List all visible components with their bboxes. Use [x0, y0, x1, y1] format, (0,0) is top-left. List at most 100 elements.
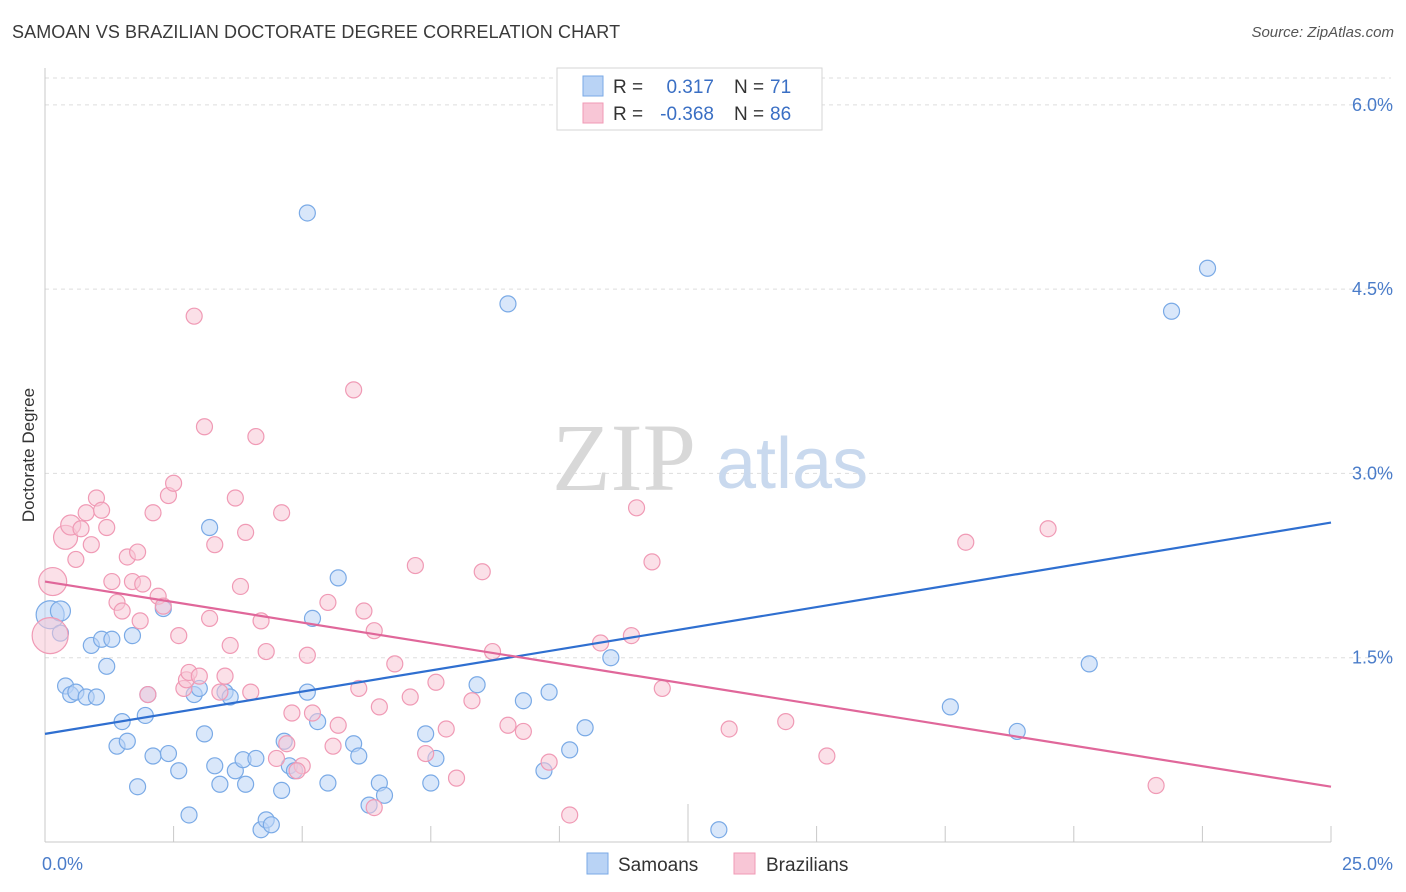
legend-n-label-2: N =: [734, 104, 764, 125]
samoans-point-60: [540, 683, 558, 701]
brazilians-point-25: [170, 626, 188, 645]
samoans-point-58: [514, 692, 532, 710]
y-tick-label-2: 4.5%: [1352, 279, 1393, 299]
brazilians-point-50: [303, 704, 322, 722]
bottom-legend-swatch-brazilians: [733, 852, 756, 875]
samoans-point-65: [941, 698, 959, 716]
brazilians-point-70: [514, 722, 532, 741]
brazilians-point-45: [273, 504, 291, 522]
brazilians-point-63: [427, 673, 445, 691]
samoans-point-39: [273, 781, 291, 800]
brazilians-point-66: [463, 692, 481, 710]
samoans-point-11: [103, 630, 121, 648]
brazilians-point-46: [278, 735, 296, 753]
samoans-point-22: [170, 762, 188, 780]
brazilians-point-11: [103, 572, 121, 591]
y-tick-label-0: 1.5%: [1352, 648, 1393, 668]
samoans-point-67: [1080, 655, 1098, 673]
legend-swatch-brazilians: [582, 102, 604, 124]
brazilians-point-56: [355, 602, 373, 620]
samoans-point-56: [468, 676, 486, 694]
samoans-point-15: [123, 626, 142, 645]
brazilians-point-65: [447, 769, 466, 787]
brazilians-point-16: [128, 543, 147, 561]
watermark-atlas-text: atlas: [716, 424, 868, 504]
brazilians-point-4: [67, 550, 85, 569]
brazilians-point-49: [298, 646, 316, 664]
samoans-point-14: [118, 732, 136, 750]
brazilians-point-60: [401, 688, 419, 706]
brazilians-point-80: [818, 747, 836, 765]
brazilians-point-20: [144, 504, 162, 522]
grid-lines: [45, 77, 1391, 659]
samoans-point-69: [1198, 259, 1217, 277]
brazilians-point-79: [777, 712, 795, 731]
samoans-point-55: [422, 774, 440, 792]
legend-n-value-1: 71: [770, 77, 791, 98]
brazilians-point-54: [345, 381, 363, 399]
brazilians-point-19: [139, 685, 157, 704]
watermark: ZIP atlas: [552, 404, 868, 511]
samoans-point-61: [561, 741, 579, 759]
samoans-point-29: [211, 775, 229, 793]
brazilians-point-58: [370, 698, 388, 716]
brazilians-point-62: [417, 744, 435, 763]
brazilians-point-61: [406, 556, 424, 575]
legend-swatch-samoans: [582, 75, 604, 97]
data-points: [31, 204, 1217, 839]
brazilians-point-34: [211, 683, 229, 701]
samoans-point-23: [180, 806, 198, 824]
brazilians-point-32: [201, 609, 219, 628]
samoans-point-45: [303, 609, 322, 628]
brazilians-point-51: [319, 593, 337, 612]
y-tick-label-1: 3.0%: [1352, 463, 1393, 483]
brazilians-point-78: [720, 720, 738, 738]
brazilians-point-30: [190, 667, 208, 685]
brazilians-point-76: [643, 553, 661, 571]
bottom-legend-label-samoans: Samoans: [618, 855, 698, 876]
brazilians-point-13: [113, 602, 131, 620]
samoans-point-53: [375, 786, 394, 804]
samoans-point-28: [206, 757, 224, 775]
samoans-point-68: [1162, 302, 1181, 320]
brazilians-point-37: [226, 489, 244, 507]
brazilians-point-17: [131, 612, 149, 630]
legend-r-value-1: 0.317: [666, 77, 714, 98]
samoans-point-8: [87, 688, 106, 706]
samoans-point-63: [602, 649, 620, 667]
series-brazilians: [31, 307, 1165, 824]
brazilians-point-29: [185, 307, 203, 325]
legend-r-value-2: -0.368: [660, 104, 714, 125]
brazilians-point-81: [957, 533, 975, 551]
y-axis-title: Doctorate Degree: [19, 388, 38, 522]
samoans-point-35: [247, 749, 265, 768]
brazilians-point-64: [437, 720, 455, 738]
legend-n-value-2: 86: [770, 104, 791, 125]
x-tick-label-1: 25.0%: [1342, 854, 1393, 874]
samoans-point-21: [159, 744, 178, 763]
brazilians-point-47: [283, 704, 301, 722]
x-tick-label-0: 0.0%: [42, 854, 83, 874]
brazilians-point-33: [206, 536, 224, 554]
brazilians-point-83: [1147, 776, 1165, 795]
samoans-point-34: [237, 775, 255, 793]
brazilians-trend-line: [44, 580, 1332, 788]
chart-title: SAMOAN VS BRAZILIAN DOCTORATE DEGREE COR…: [12, 22, 621, 42]
brazilians-point-24: [165, 474, 183, 492]
bottom-legend-label-brazilians: Brazilians: [766, 855, 848, 876]
brazilians-point-71: [540, 753, 558, 771]
brazilians-point-5: [72, 520, 90, 538]
brazilians-point-1: [38, 566, 68, 597]
brazilians-point-57: [365, 622, 383, 640]
y-tick-label-3: 6.0%: [1352, 95, 1393, 115]
brazilians-point-31: [195, 418, 214, 436]
brazilians-point-53: [329, 716, 347, 734]
brazilians-point-77: [653, 679, 671, 698]
samoans-point-27: [201, 518, 219, 537]
brazilians-point-72: [561, 806, 579, 824]
brazilians-point-6: [77, 504, 95, 522]
watermark-zip-text: ZIP: [552, 404, 696, 511]
brazilians-point-52: [324, 737, 342, 755]
samoans-point-64: [710, 821, 728, 839]
source-text: Source: ZipAtlas.com: [1251, 24, 1394, 41]
